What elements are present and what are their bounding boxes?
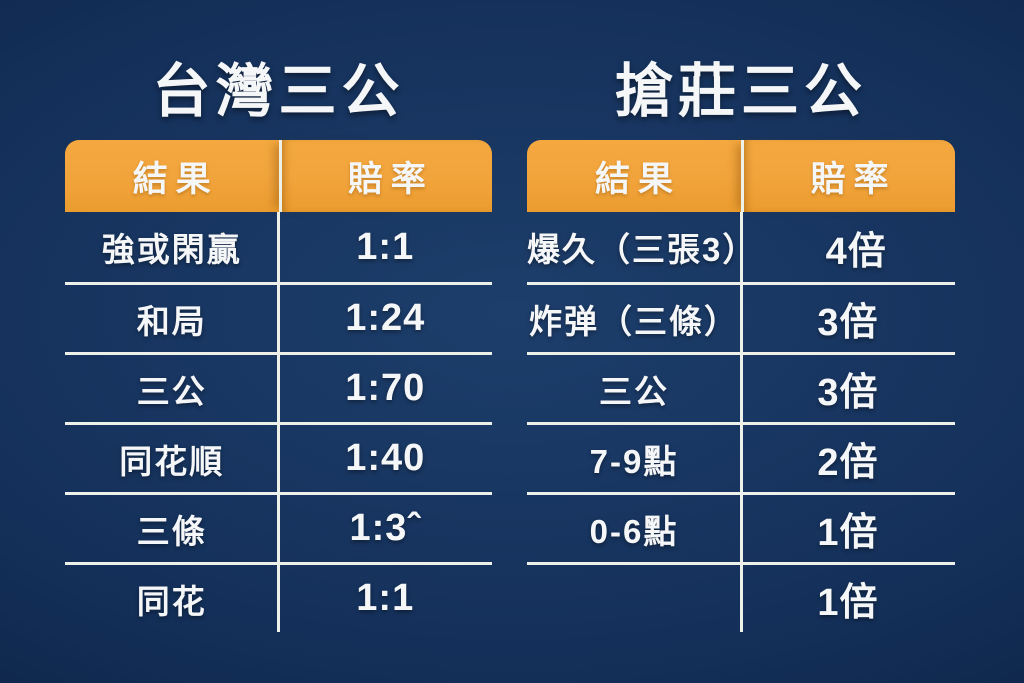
result-cell: 炸弹（三條） xyxy=(529,302,739,340)
odds-cell: 1:3ˆ xyxy=(349,507,422,549)
column-divider xyxy=(739,212,743,632)
table-title-taiwan: 台灣三公 xyxy=(152,59,405,124)
header-cell-odds: 賠率 xyxy=(278,140,493,212)
odds-cell: 4倍 xyxy=(825,230,887,273)
result-cell: 爆久（三張3） xyxy=(527,231,758,268)
odds-cell: 1倍 xyxy=(817,512,879,554)
taiwan-sangong-table: 台灣三公 結果 賠率 強或閑贏 1:1 和局 1:24 三公 1:70 同花順 … xyxy=(65,44,492,632)
result-cell: 同花順 xyxy=(119,442,225,480)
result-cell: 三公 xyxy=(599,372,669,410)
odds-cell: 1:1 xyxy=(356,577,415,619)
odds-cell: 1:40 xyxy=(345,437,426,479)
table-header: 結果 賠率 xyxy=(65,140,492,212)
odds-cell: 1倍 xyxy=(817,582,879,624)
table-title-qiangzhuang: 搶莊三公 xyxy=(614,59,867,124)
result-cell: 三公 xyxy=(136,372,207,410)
odds-cell: 1:70 xyxy=(345,367,426,409)
header-cell-result: 結果 xyxy=(594,159,681,199)
qiangzhuang-sangong-table: 搶莊三公 結果 賠率 爆久（三張3） 4倍 炸弹（三條） 3倍 三公 3倍 7-… xyxy=(527,44,955,632)
table-row: 爆久（三張3） 4倍 xyxy=(527,212,955,282)
result-cell xyxy=(527,565,741,632)
result-cell: 0-6點 xyxy=(589,512,679,550)
result-cell: 同花 xyxy=(136,582,207,620)
table-row: 強或閑贏 1:1 xyxy=(65,212,492,282)
table-header: 結果 賠率 xyxy=(527,140,955,212)
odds-cell: 3倍 xyxy=(817,372,879,414)
result-cell: 和局 xyxy=(136,302,207,340)
header-cell-odds: 賠率 xyxy=(741,140,955,212)
result-cell: 三條 xyxy=(136,512,207,550)
result-cell: 7-9點 xyxy=(589,442,679,480)
odds-cell: 1:1 xyxy=(356,225,415,268)
odds-cell: 1:24 xyxy=(345,297,426,339)
result-cell: 強或閑贏 xyxy=(101,231,242,268)
table-body: 爆久（三張3） 4倍 炸弹（三條） 3倍 三公 3倍 7-9點 2倍 0-6點 … xyxy=(527,212,955,632)
odds-cell: 2倍 xyxy=(817,442,879,484)
column-divider xyxy=(277,212,280,632)
header-cell-result: 結果 xyxy=(132,159,219,199)
table-body: 強或閑贏 1:1 和局 1:24 三公 1:70 同花順 1:40 三條 1:3… xyxy=(65,212,492,632)
odds-cell: 3倍 xyxy=(817,302,879,344)
